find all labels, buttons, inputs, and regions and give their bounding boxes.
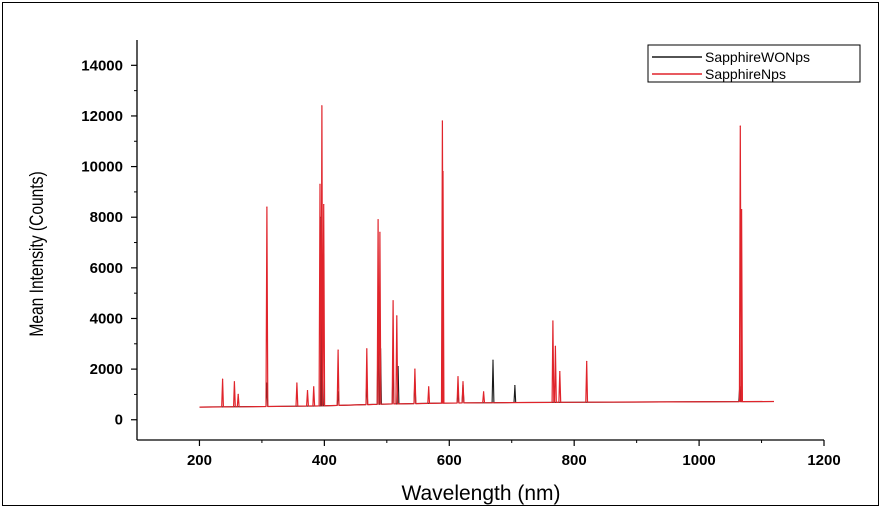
- series-peak-point: [442, 171, 444, 173]
- series-peak-point: [552, 320, 554, 322]
- series-peak-point: [514, 384, 516, 387]
- series-peak-point: [337, 349, 339, 351]
- x-tick-label: 200: [187, 452, 212, 469]
- series-peak-point: [396, 315, 398, 317]
- series-sapphirenps: [199, 105, 775, 408]
- x-tick-label: 800: [562, 452, 587, 469]
- plot-series-layer: [199, 105, 775, 408]
- ticks-layer: 200 400 600 800 1000 120002000400060008000100…: [81, 57, 840, 469]
- y-tick-label: 10000: [81, 159, 123, 176]
- x-axis-title: Wavelength (nm): [401, 482, 560, 505]
- series-peak-point: [221, 378, 224, 380]
- series-peak-point: [414, 368, 416, 370]
- series-peak-point: [483, 391, 485, 393]
- series-peak-point: [266, 206, 268, 208]
- legend-label-sapphirenps: SapphireNps: [705, 66, 786, 82]
- x-tick-label: 400: [312, 452, 337, 469]
- series-peak-point: [739, 125, 741, 127]
- series-peak-point: [554, 345, 557, 347]
- series-peak-point: [323, 203, 325, 206]
- y-axis-title: Mean Intensity (Counts): [26, 171, 48, 336]
- series-peak-point: [237, 393, 239, 396]
- x-tick-label: 600: [437, 452, 462, 469]
- legend: SapphireWONps SapphireNps: [647, 44, 861, 83]
- legend-box: [647, 44, 861, 83]
- y-tick-label: 8000: [90, 209, 123, 226]
- series-line: [199, 105, 775, 408]
- series-peak-point: [392, 300, 394, 302]
- series-peak-point: [428, 386, 430, 388]
- series-peak-point: [462, 381, 464, 383]
- x-tick-label: 1000: [682, 452, 715, 469]
- legend-label-sapphirewonps: SapphireWONps: [705, 49, 810, 65]
- series-peak-point: [306, 390, 309, 392]
- y-tick-label: 2000: [90, 361, 123, 378]
- series-peak-point: [740, 209, 743, 211]
- series-peak-point: [457, 376, 459, 378]
- series-peak-point: [559, 371, 561, 373]
- y-tick-label: 0: [115, 412, 123, 429]
- series-sapphirewonps: [199, 216, 775, 408]
- series-peak-point: [377, 219, 379, 221]
- y-tick-label: 4000: [90, 310, 123, 327]
- series-peak-point: [313, 386, 315, 388]
- y-tick-label: 12000: [81, 108, 123, 125]
- series-peak-point: [233, 381, 236, 383]
- series-peak-point: [296, 382, 298, 384]
- series-peak-point: [366, 348, 368, 350]
- series-peak-point: [379, 231, 381, 234]
- series-line: [199, 216, 775, 408]
- y-tick-label: 6000: [90, 260, 123, 277]
- axes-layer: [136, 40, 824, 441]
- x-tick-label: 1200: [807, 452, 840, 469]
- series-peak-point: [586, 360, 588, 363]
- series-peak-point: [321, 105, 323, 107]
- series-peak-point: [319, 183, 321, 185]
- series-peak-point: [441, 120, 444, 122]
- y-tick-label: 14000: [81, 57, 123, 74]
- series-peak-point: [492, 359, 494, 361]
